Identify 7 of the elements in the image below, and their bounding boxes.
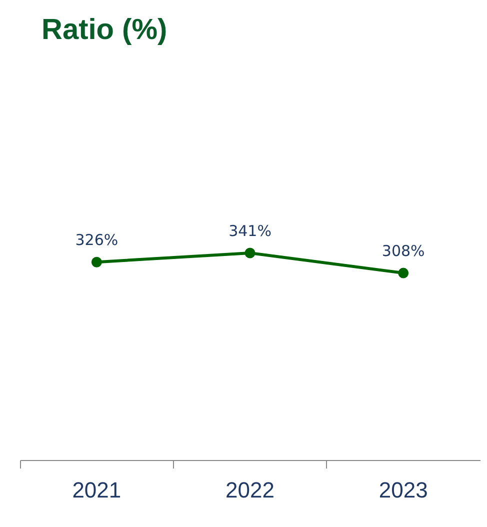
data-label: 326% [75, 231, 118, 250]
x-tick-label: 2022 [226, 478, 274, 502]
x-tick-label: 2023 [378, 478, 428, 502]
chart-title: Ratio (%) [42, 14, 168, 46]
data-label: 341% [228, 222, 272, 240]
data-label: 308% [382, 242, 425, 260]
x-tick-label: 2021 [72, 478, 122, 502]
